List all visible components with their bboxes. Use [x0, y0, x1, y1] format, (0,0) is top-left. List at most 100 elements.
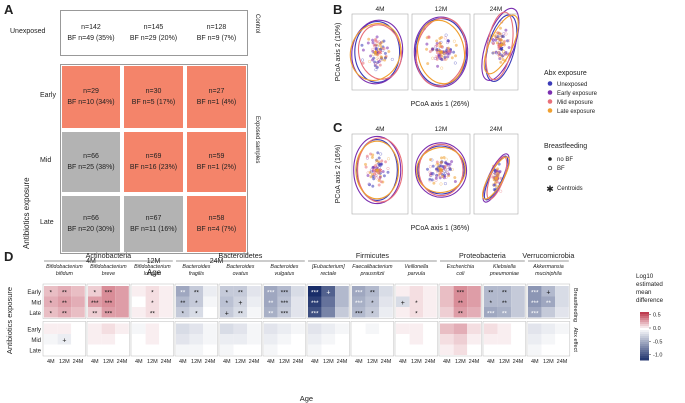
centroid: ✱ — [377, 50, 382, 57]
panel-label-c: C — [333, 120, 343, 135]
significance-mark: *** — [355, 310, 363, 317]
row-label-top: Late — [29, 311, 41, 317]
heat-cell-breastfeeding — [321, 307, 336, 318]
heat-cell-abx — [233, 323, 248, 334]
heat-cell-abx — [44, 323, 58, 334]
heat-cell-breastfeeding — [528, 307, 542, 318]
label-exposed-samples: Exposed samples — [254, 116, 260, 164]
heat-cell-abx — [115, 344, 129, 355]
species-genus: [Eubacterium] — [311, 264, 345, 270]
heat-cell-breastfeeding — [176, 307, 190, 318]
species-epithet: ovatus — [233, 271, 249, 277]
point — [378, 42, 382, 46]
point — [373, 172, 377, 177]
heat-cell-abx — [379, 323, 393, 334]
block-frame-top — [86, 283, 131, 319]
heat-cell-breastfeeding — [264, 307, 278, 318]
heat-cell-breastfeeding — [409, 296, 424, 307]
point — [492, 173, 496, 177]
heat-cell-abx — [233, 344, 248, 355]
significance-mark: ** — [488, 289, 494, 296]
point — [376, 171, 380, 175]
col-tick-label: 12M — [279, 359, 290, 365]
heat-cell-breastfeeding — [467, 286, 481, 297]
point — [428, 50, 432, 54]
centroid: ✱ — [499, 46, 504, 53]
cell-n: n=145 — [143, 24, 164, 31]
point — [444, 161, 448, 165]
point — [434, 55, 438, 59]
point — [503, 51, 507, 55]
point — [364, 165, 368, 169]
significance-mark: *** — [281, 289, 289, 296]
point — [491, 38, 495, 42]
significance-mark: + — [326, 289, 330, 296]
legend-gradient-step — [640, 314, 649, 317]
ellipse-c — [414, 142, 468, 198]
point — [379, 180, 383, 184]
panel-d-heatmap: Actinobacteria Bacteroidetes Firmicutes Pro… — [5, 251, 664, 403]
point — [428, 158, 433, 162]
block-frame-bottom — [218, 321, 263, 357]
strip-breastfeeding: Breastfeeding — [572, 288, 578, 322]
point — [501, 58, 505, 62]
point — [497, 47, 501, 51]
heat-cell-breastfeeding — [189, 286, 204, 297]
heat-cell-abx — [555, 323, 569, 334]
point — [443, 182, 447, 186]
legend-gradient-step — [640, 338, 649, 341]
point — [498, 32, 502, 36]
heat-cell-breastfeeding — [115, 307, 129, 318]
heat-cell-abx — [233, 334, 248, 345]
col-label: 4M — [86, 258, 96, 265]
centroid: ✱ — [438, 168, 443, 175]
cell-bf: BF n=11 (16%) — [130, 226, 177, 233]
heat-cell-abx — [220, 323, 234, 334]
point — [446, 163, 450, 168]
point — [495, 180, 499, 184]
heat-cell-breastfeeding — [189, 307, 204, 318]
legend-gradient-step — [640, 350, 649, 353]
heat-cell-breastfeeding — [220, 296, 234, 307]
heat-cell-breastfeeding — [321, 296, 336, 307]
heat-cell-abx — [528, 344, 542, 355]
species-epithet: muciniphila — [535, 271, 562, 277]
point — [381, 170, 385, 174]
heat-cell-abx — [88, 344, 102, 355]
cell-exposed: n=58 BF n=4 (7%) — [185, 194, 248, 254]
significance-mark: *** — [355, 300, 363, 307]
heat-cell-abx — [44, 344, 58, 355]
heat-cell-breastfeeding — [528, 286, 542, 297]
heat-cell-breastfeeding — [101, 296, 116, 307]
point — [383, 56, 387, 60]
significance-mark: ** — [180, 289, 186, 296]
point — [366, 173, 370, 178]
species-genus: Bifidobacterium — [46, 264, 83, 270]
legend-gradient-step — [640, 352, 649, 355]
point — [374, 170, 378, 174]
cell-bf: BF n=1 (4%) — [196, 99, 237, 106]
cell-exposed: n=66 BF n=20 (30%) — [60, 194, 122, 254]
heat-cell-breastfeeding — [101, 307, 116, 318]
point — [504, 32, 508, 36]
heat-cell-breastfeeding — [277, 286, 292, 297]
legend-abx-label: Late exposure — [557, 109, 596, 115]
significance-mark: * — [182, 310, 185, 317]
species-genus: Bifidobacterium — [134, 264, 171, 270]
col-tick-label: 24M — [557, 359, 568, 365]
legend-gradient-step — [640, 328, 649, 331]
legend-bf-title: Breastfeeding — [544, 143, 587, 150]
species-epithet: longum — [144, 271, 162, 277]
point — [446, 172, 451, 176]
point — [444, 157, 448, 161]
col-tick-label: 4M — [487, 359, 495, 365]
facet-label: 24M — [490, 126, 503, 133]
point — [428, 170, 432, 174]
panel-label-b: B — [333, 2, 343, 17]
cell-unexposed: n=142 BF n=49 (35%) — [60, 10, 122, 56]
legend-title: Log10 — [636, 273, 654, 280]
point — [371, 184, 375, 188]
point — [440, 58, 444, 62]
point — [450, 160, 454, 164]
point — [493, 34, 497, 38]
